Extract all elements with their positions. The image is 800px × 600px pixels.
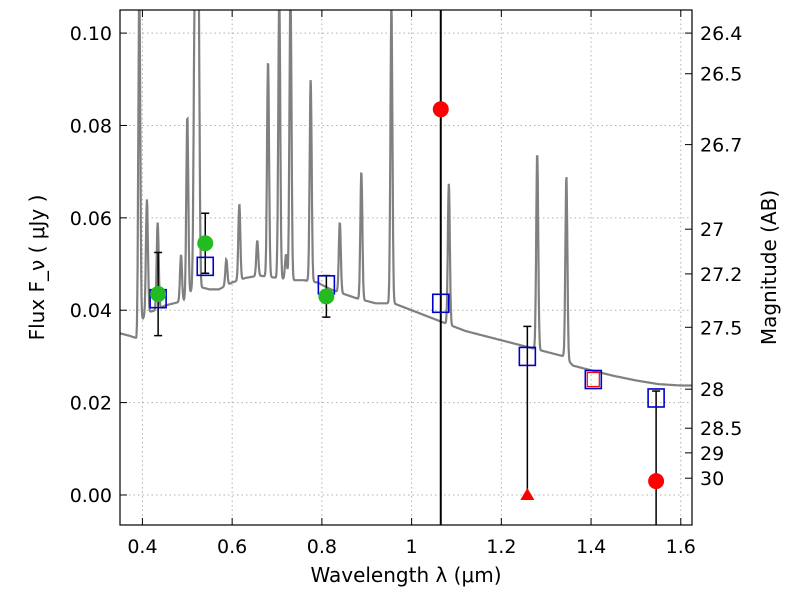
nondetected-point [648,473,665,490]
y-axis-label: Flux F_ν ( μJy ) [25,195,49,341]
x-tick-label: 1.6 [666,536,696,558]
y2-tick-label: 27.2 [700,264,742,286]
detected-point [318,288,335,305]
y2-tick-label: 27 [700,219,724,241]
template-spectrum [120,10,692,387]
y2-axis-ticks: 26.4 26.5 26.7 27 27.2 27.5 28 28.5 29 30 [685,23,742,490]
y-tick-label: 0.10 [70,23,112,45]
y-tick-label: 0.00 [70,485,112,507]
x-axis-ticks: 0.4 0.6 0.8 1 1.2 1.4 1.6 [127,10,696,558]
y2-tick-label: 26.5 [700,64,742,86]
model-square [431,293,450,314]
x-tick-label: 1 [406,536,418,558]
grid [120,10,692,525]
data-markers [149,101,665,525]
x-tick-label: 0.6 [217,536,247,558]
y2-tick-label: 27.5 [700,317,742,339]
nondetected-point [432,101,449,118]
model-square-inner [586,371,600,388]
plot-area [120,10,692,525]
y-tick-label: 0.02 [70,393,112,415]
x-tick-label: 1.4 [576,536,606,558]
y2-tick-label: 26.4 [700,23,742,45]
y-axis-ticks: 0.00 0.02 0.04 0.06 0.08 0.10 [70,23,127,507]
y2-tick-label: 26.7 [700,135,742,157]
y-tick-label: 0.06 [70,208,112,230]
y2-tick-label: 29 [700,443,724,465]
y2-tick-label: 30 [700,468,724,490]
template-spectrum-line [120,10,692,387]
model-square [518,346,537,367]
model-square [647,388,665,408]
detected-point [150,286,167,303]
x-tick-label: 0.8 [307,536,337,558]
y2-tick-label: 28.5 [700,418,742,440]
plot-frame [119,9,693,526]
model-square [196,256,215,277]
x-tick-label: 0.4 [127,536,157,558]
y2-axis-label: Magnitude (AB) [757,190,781,345]
y2-tick-label: 28 [700,379,724,401]
x-axis-label: Wavelength λ (μm) [310,563,501,587]
model-square [584,369,603,390]
y-tick-label: 0.04 [70,300,112,322]
x-tick-label: 1.2 [486,536,516,558]
detected-point [197,235,214,252]
y-tick-label: 0.08 [70,115,112,137]
upper-limit-triangle [520,487,535,500]
